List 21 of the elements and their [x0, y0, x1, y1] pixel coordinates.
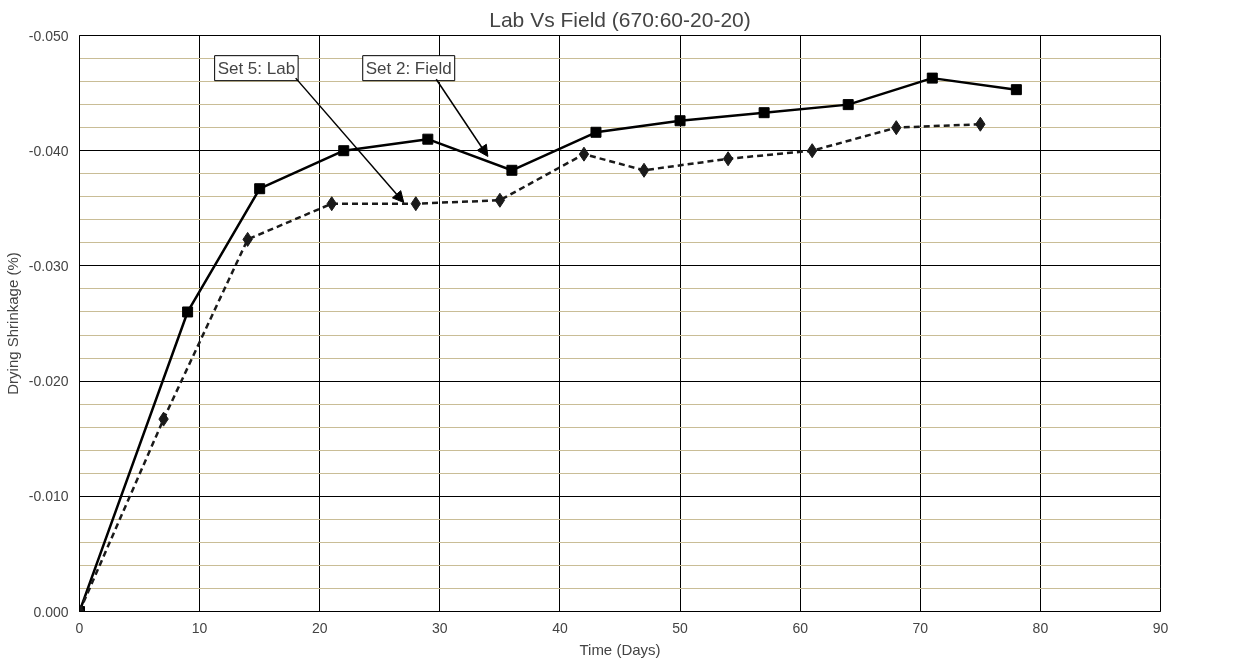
x-tick-label: 90 [1152, 619, 1169, 636]
x-tick-label: 10 [191, 619, 208, 636]
annotation: Set 2: Field [365, 58, 452, 78]
chart-title: Lab Vs Field (670:60-20-20) [489, 7, 751, 31]
x-tick-label: 40 [552, 619, 568, 636]
y-tick-label: -0.050 [28, 27, 69, 44]
x-tick-label: 30 [432, 619, 448, 636]
y-tick-label: 0.000 [33, 603, 69, 620]
x-tick-label: 0 [75, 619, 84, 636]
x-tick-label: 70 [912, 619, 929, 636]
y-tick-label: -0.040 [28, 142, 69, 159]
x-tick-label: 20 [311, 619, 328, 636]
x-tick-label: 50 [672, 619, 689, 636]
y-tick-label: -0.020 [28, 373, 69, 390]
x-axis-title: Time (Days) [579, 640, 661, 658]
x-tick-label: 60 [792, 619, 809, 636]
annotation: Set 5: Lab [217, 58, 296, 78]
y-tick-label: -0.030 [28, 257, 69, 274]
x-tick-label: 80 [1032, 619, 1049, 636]
y-tick-label: -0.010 [28, 488, 69, 505]
y-axis-title: Drying Shrinkage (%) [3, 252, 21, 395]
